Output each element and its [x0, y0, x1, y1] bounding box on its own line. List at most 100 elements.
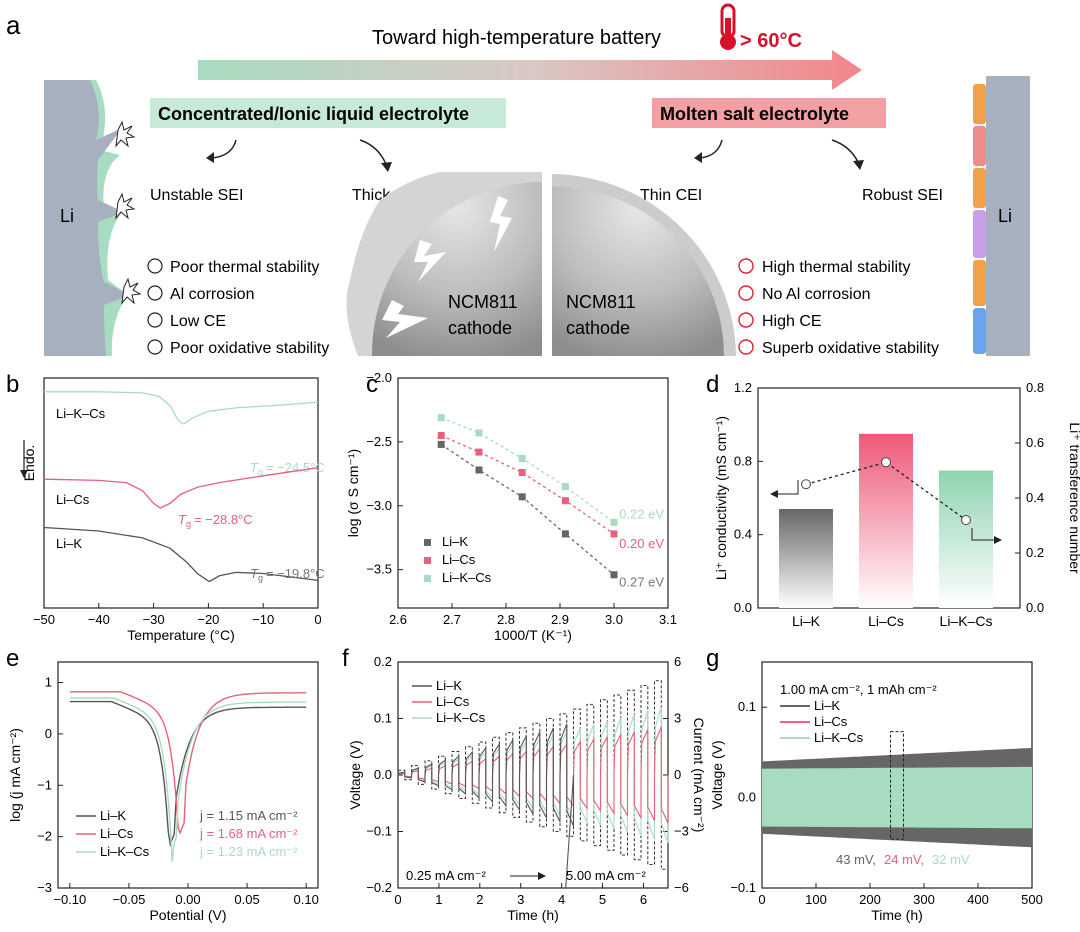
tick-label: 0.05 — [234, 892, 259, 907]
left-electrolyte-box — [150, 98, 506, 128]
cathode-left-line1: NCM811 — [448, 292, 518, 312]
li-anode-right — [986, 76, 1030, 356]
voltage-profile-0 — [397, 723, 575, 889]
legend-label: Li–Cs — [100, 826, 134, 841]
li-right-label: Li — [998, 206, 1012, 226]
chart-c: c 2.6 2.7 2.8 2.9 3.0 3.1 −3.5 −3.0 −2.5 −2.0 1000/… — [345, 370, 677, 643]
tick-label: 1 — [435, 892, 442, 907]
cons-item: Low CE — [147, 312, 226, 330]
tg-annotation: Tg = −24.5°C — [250, 460, 325, 477]
cathode-right-line2: cathode — [566, 318, 630, 338]
header-title: Toward high-temperature battery — [372, 27, 661, 49]
tafel-curve-0 — [69, 700, 307, 848]
legend-label: Li–K–Cs — [100, 844, 150, 859]
panel-label-f: f — [342, 645, 349, 672]
smile-face-icon — [738, 258, 754, 274]
endo-arrow-head — [20, 470, 28, 478]
cathode-right-line1: NCM811 — [566, 292, 636, 312]
temperature-label: > 60°C — [740, 30, 802, 52]
tick-label: 0.1 — [738, 699, 756, 714]
tick-label: 6 — [674, 654, 681, 669]
tick-label: 5 — [599, 892, 606, 907]
tick-label: 2.7 — [443, 612, 461, 627]
chart-d: d 0.0 0.4 0.8 1.2 0.0 0.2 0.4 0.6 0.8 Li⁺ conducti… — [706, 371, 1080, 629]
activation-energy-label: 0.27 eV — [619, 574, 664, 589]
y2-axis-label: Current (mA cm⁻²) — [691, 718, 707, 833]
tick-label: 0.0 — [738, 790, 756, 805]
cathode-left-half — [371, 182, 542, 356]
panel-label-g: g — [706, 645, 719, 672]
tick-label: 2.8 — [497, 612, 515, 627]
tg-annotation: Tg = −19.8°C — [250, 566, 325, 583]
tick-label: 0.4 — [734, 527, 752, 542]
data-point — [518, 493, 526, 501]
x-axis-label: Potential (V) — [149, 907, 226, 923]
tick-label: 0.0 — [374, 767, 392, 782]
tick-label: −3 — [37, 880, 52, 895]
pros-item: High CE — [738, 312, 822, 330]
data-point — [475, 448, 483, 456]
tick-label: 6 — [640, 892, 647, 907]
panel-label-c: c — [366, 371, 378, 398]
data-point — [561, 497, 569, 505]
legend-label: Li–K — [442, 534, 468, 549]
axis-indicator-left — [776, 480, 799, 495]
pros-text: Superb oxidative stability — [762, 340, 939, 357]
tick-label: 1.2 — [734, 380, 752, 395]
tick-label: −0.1 — [366, 824, 392, 839]
tick-label: 1 — [45, 675, 52, 690]
conductivity-bar — [779, 509, 833, 608]
pros-list: High thermal stability No Al corrosion H… — [738, 258, 939, 357]
pros-item: High thermal stability — [738, 258, 911, 276]
tick-label: 3.0 — [605, 612, 623, 627]
tick-label: −30 — [143, 612, 165, 627]
tick-label: −0.1 — [730, 880, 756, 895]
tick-label: 0.10 — [294, 892, 319, 907]
sad-face-icon — [147, 339, 163, 355]
y-axis-label: Li⁺ conductivity (mS cm⁻¹) — [713, 416, 729, 580]
tick-label: −50 — [33, 612, 55, 627]
panel-label-d: d — [706, 371, 719, 398]
pros-item: No Al corrosion — [738, 285, 871, 303]
pros-item: Superb oxidative stability — [738, 339, 939, 357]
chart-g: g 0 100 200 300 400 500 −0.1 0.0 0.1 Time (h) Volta… — [706, 645, 1043, 923]
cons-list: Poor thermal stability Al corrosion Low … — [147, 258, 329, 357]
tick-label: 0.0 — [734, 600, 752, 615]
exchange-current-label: j = 1.68 mA cm⁻² — [199, 826, 298, 841]
panel-a: a Toward high-temperature battery > 60°C… — [6, 3, 1030, 357]
tick-label: 2.6 — [389, 612, 407, 627]
tick-label: 0.8 — [734, 453, 752, 468]
tick-label: 4 — [558, 892, 565, 907]
series-label: Li–K — [56, 536, 82, 551]
sad-face-icon — [147, 258, 163, 274]
legend-label: Li–Cs — [442, 552, 476, 567]
conductivity-bar — [939, 470, 993, 608]
smile-face-icon — [738, 312, 754, 328]
overpotential-label: 24 mV, — [884, 852, 924, 867]
data-point — [475, 466, 483, 474]
legend-label: Li–K–Cs — [814, 730, 864, 745]
legend-label: Li–Cs — [436, 694, 470, 709]
axis-indicator-right — [971, 528, 996, 541]
thermometer-icon — [720, 3, 736, 50]
tick-label: 0 — [674, 767, 681, 782]
overpotential-label: 32 mV — [932, 852, 970, 867]
legend-label: Li–K — [436, 678, 462, 693]
x-axis-label: 1000/T (K⁻¹) — [494, 627, 572, 643]
tick-label: 2.9 — [551, 612, 569, 627]
tick-label: 0.8 — [1026, 380, 1044, 395]
tick-label: 500 — [1021, 892, 1043, 907]
tick-label: 300 — [913, 892, 935, 907]
data-point — [437, 414, 445, 422]
cathode-left-line2: cathode — [448, 318, 512, 338]
tick-label: 0 — [314, 612, 321, 627]
tafel-curve-1 — [69, 691, 307, 835]
x-axis-label: Time (h) — [507, 907, 559, 923]
robust-sei-layer — [973, 84, 986, 354]
y-axis-label: log (j mA cm⁻²) — [7, 728, 23, 822]
sad-face-icon — [147, 285, 163, 301]
tick-label: −0.10 — [53, 892, 86, 907]
x-axis-label: Temperature (°C) — [127, 627, 235, 643]
transference-point — [881, 457, 891, 468]
